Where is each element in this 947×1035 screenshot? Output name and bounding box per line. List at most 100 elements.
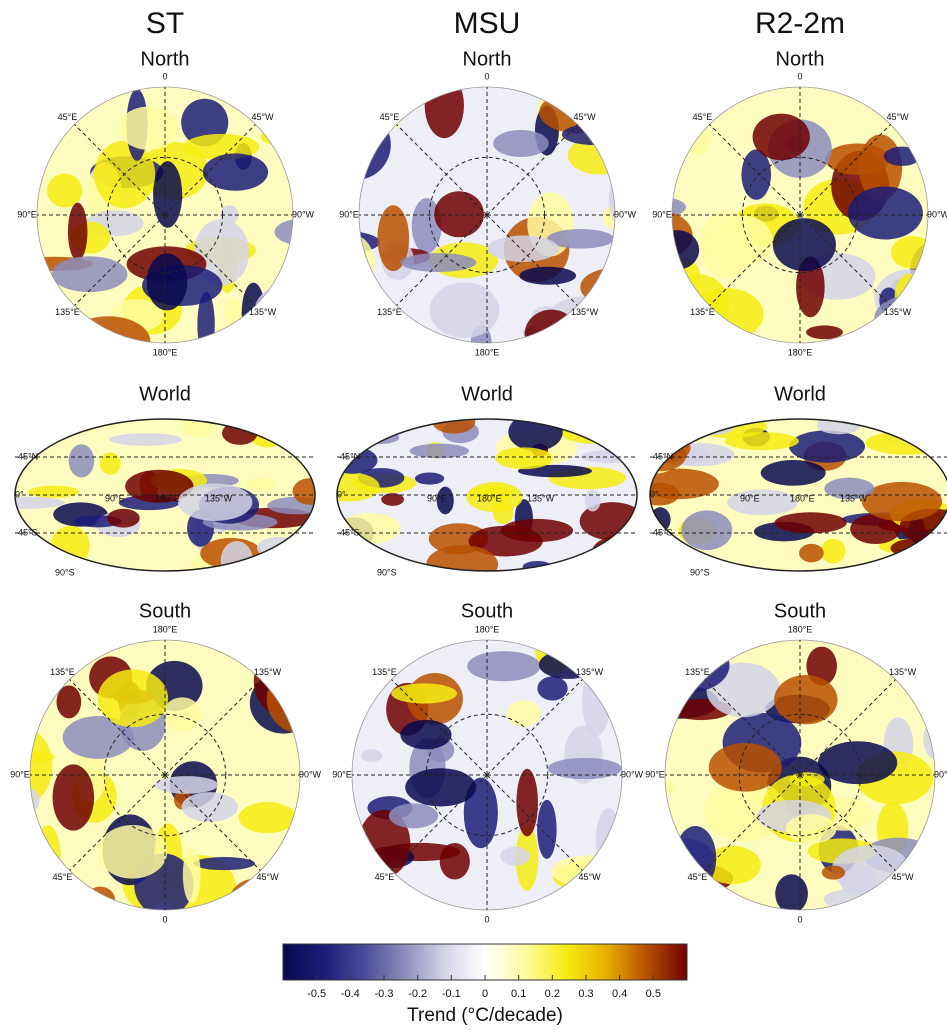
anomaly	[203, 153, 268, 190]
anomaly	[320, 635, 363, 689]
anomaly	[638, 318, 668, 369]
tick-label: 0	[482, 988, 488, 1000]
map-label: 90°E	[427, 493, 447, 503]
anomaly	[410, 444, 469, 459]
page: {"columns": ["ST", "MSU", "R2-2m"], "row…	[0, 0, 947, 1035]
anomaly	[432, 410, 475, 434]
map-label: 0	[162, 914, 167, 924]
map-label: 90°W	[621, 769, 644, 779]
anomaly	[728, 335, 747, 353]
panel-title: World	[139, 383, 191, 405]
anomaly	[799, 544, 824, 563]
tick-label: 0.2	[545, 988, 560, 1000]
colorbar	[283, 944, 687, 980]
column-title: MSU	[454, 7, 521, 40]
panel-title: South	[461, 600, 513, 622]
anomaly	[709, 743, 782, 792]
anomaly	[848, 186, 923, 239]
anomaly	[493, 130, 549, 157]
anomaly	[316, 255, 373, 310]
anomaly	[69, 444, 95, 477]
anomaly	[822, 865, 845, 879]
anomaly	[100, 452, 121, 474]
anomaly	[495, 447, 553, 469]
anomaly	[884, 147, 921, 166]
anomaly	[0, 312, 33, 337]
anomaly	[555, 407, 628, 443]
anomaly	[603, 421, 636, 438]
map-label: 0	[162, 71, 167, 81]
colorbar-title: Trend (°C/decade)	[407, 1005, 563, 1026]
anomaly	[415, 472, 444, 484]
panel-title: World	[774, 383, 826, 405]
map-label: 90°W	[927, 209, 947, 219]
anomaly	[275, 218, 337, 246]
anomaly	[682, 510, 733, 550]
map-label: 135°W	[249, 307, 277, 317]
map-label: 45°S	[653, 527, 673, 537]
map-label: 45°W	[578, 872, 601, 882]
map-label: 45°W	[887, 112, 910, 122]
map-label: 45°E	[58, 112, 78, 122]
anomaly	[51, 256, 127, 292]
anomaly	[361, 749, 382, 762]
map-label: 45°W	[574, 112, 597, 122]
anomaly	[335, 426, 358, 439]
anomaly	[8, 786, 40, 813]
anomaly	[601, 67, 626, 103]
tick-label: -0.5	[307, 988, 326, 1000]
anomaly	[818, 741, 897, 784]
anomaly	[891, 236, 933, 269]
anomaly	[686, 123, 710, 155]
map-label: 135°E	[50, 667, 75, 677]
map-label: 135°W	[884, 307, 912, 317]
anomaly	[639, 483, 679, 506]
anomaly	[467, 651, 540, 681]
anomaly	[440, 843, 470, 880]
map-label: 45°W	[891, 872, 914, 882]
anomaly	[371, 80, 406, 131]
panel-title: North	[141, 48, 190, 70]
column-title: R2-2m	[755, 7, 845, 40]
map-label: 45°W	[252, 112, 275, 122]
map-label: 45°E	[53, 872, 73, 882]
anomaly	[874, 296, 939, 341]
map-label: 45°E	[375, 872, 395, 882]
anomaly	[85, 887, 115, 915]
map-label: 135°W	[571, 307, 599, 317]
map-label: 90°E	[339, 209, 359, 219]
anomaly	[391, 683, 457, 703]
anomaly	[405, 768, 476, 806]
panel-title: North	[463, 48, 512, 70]
anomaly	[434, 191, 484, 237]
map-label: 0°	[337, 489, 346, 499]
map-label: 90°S	[377, 567, 397, 577]
anomaly	[182, 792, 238, 822]
map-label: 90°W	[934, 769, 947, 779]
anomaly	[516, 769, 538, 837]
anomaly	[67, 316, 151, 366]
anomaly	[580, 268, 648, 306]
panel-title: South	[774, 600, 826, 622]
anomaly	[647, 638, 730, 693]
anomaly	[400, 720, 451, 749]
anomaly	[316, 78, 360, 95]
map-label: 135°W	[576, 667, 604, 677]
map-label: 90°W	[292, 209, 315, 219]
map-label: 135°E	[685, 667, 710, 677]
map-label: 0	[797, 914, 802, 924]
anomaly	[47, 174, 82, 208]
anomaly	[775, 874, 808, 913]
anomaly	[53, 764, 95, 830]
figure: STMSUR2-2mNorth045°W90°W135°W180°E135°E9…	[0, 0, 947, 1030]
map-label: 180°E	[155, 493, 180, 503]
map-label: 180°E	[475, 347, 500, 357]
anomaly	[618, 821, 647, 891]
anomaly	[727, 489, 798, 515]
anomaly	[12, 537, 36, 556]
anomaly	[612, 325, 632, 342]
map-label: 45°S	[340, 527, 360, 537]
anomaly	[596, 808, 621, 873]
map-label: 90°W	[614, 209, 637, 219]
map-label: 90°W	[299, 769, 322, 779]
